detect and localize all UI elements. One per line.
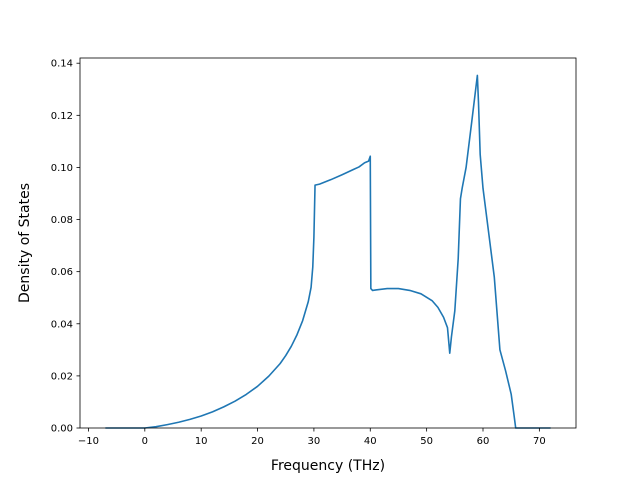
- y-tick-label: 0.02: [51, 371, 73, 382]
- x-tick-label: 50: [420, 436, 433, 447]
- x-axis-ticks: −10 0 10 20 30 40 50 60 70: [78, 428, 546, 447]
- x-tick-label: 70: [533, 436, 546, 447]
- y-tick-label: 0.06: [51, 267, 73, 278]
- x-tick-label: 20: [251, 436, 264, 447]
- y-tick-label: 0.04: [51, 319, 73, 330]
- y-tick-label: 0.08: [51, 215, 73, 226]
- y-tick-label: 0.14: [51, 59, 73, 70]
- y-tick-label: 0.10: [51, 163, 73, 174]
- y-tick-label: 0.12: [51, 111, 73, 122]
- x-tick-label: 30: [308, 436, 321, 447]
- x-tick-label: 40: [364, 436, 377, 447]
- y-axis-label: Density of States: [17, 183, 33, 303]
- y-axis-ticks: 0.00 0.02 0.04 0.06 0.08 0.10 0.12 0.14: [51, 59, 80, 435]
- x-tick-label: −10: [78, 436, 99, 447]
- dos-series-line: [105, 74, 551, 429]
- x-tick-label: 60: [477, 436, 490, 447]
- x-tick-label: 0: [142, 436, 148, 447]
- y-tick-label: 0.00: [51, 424, 73, 435]
- plot-area: [105, 74, 551, 429]
- x-axis-label: Frequency (THz): [271, 458, 385, 474]
- axes-frame: [79, 57, 577, 429]
- x-tick-label: 10: [195, 436, 208, 447]
